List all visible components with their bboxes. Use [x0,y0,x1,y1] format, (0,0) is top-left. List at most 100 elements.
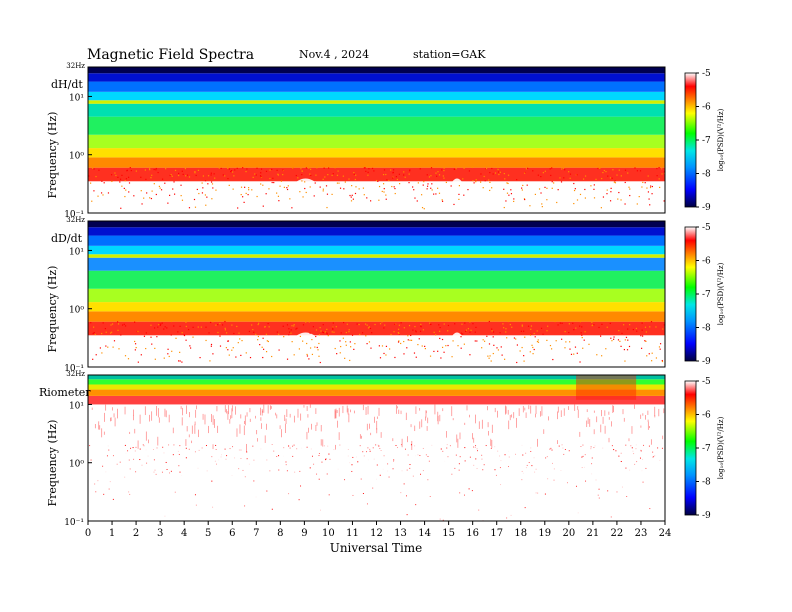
y-tick-label: 10⁻¹ [64,210,84,220]
noise-speck [593,188,595,190]
noise-speck [278,469,280,471]
noise-speck [95,175,97,178]
noise-speck [260,407,261,416]
noise-speck [179,445,181,447]
noise-speck [91,407,93,410]
y-tick-label: 10¹ [69,93,84,103]
noise-speck [607,490,609,492]
noise-speck [584,188,586,191]
noise-speck [414,425,416,432]
noise-speck [93,190,95,192]
noise-speck [110,324,112,326]
noise-speck [175,337,177,339]
noise-speck [446,444,448,446]
noise-speck [260,183,262,185]
noise-speck [150,336,152,338]
noise-speck [310,448,312,450]
noise-speck [246,458,248,460]
noise-speck [521,325,523,327]
noise-speck [90,459,92,461]
noise-speck [257,323,259,326]
noise-speck [349,194,351,197]
noise-speck [522,405,524,413]
noise-speck [584,175,587,177]
noise-speck [215,444,217,446]
noise-speck [157,171,159,174]
y-tick-label: 10⁰ [69,306,84,316]
noise-speck [613,449,615,451]
noise-speck [441,338,444,341]
noise-speck [602,196,605,198]
noise-speck [544,493,546,495]
noise-speck [366,343,368,345]
colorbar-tick-label: -5 [702,223,711,233]
noise-speck [431,444,433,446]
noise-speck [488,430,489,436]
noise-speck [463,167,465,169]
noise-speck [604,425,606,434]
noise-speck [180,195,182,197]
noise-speck [651,193,653,195]
noise-speck [354,178,356,181]
noise-speck [373,170,375,172]
noise-speck [349,341,351,343]
noise-speck [658,346,661,348]
noise-speck [400,342,402,345]
noise-speck [544,170,546,172]
noise-speck [374,416,375,423]
noise-speck [198,449,200,451]
noise-speck [456,434,458,443]
noise-speck [170,174,172,176]
noise-speck [185,325,187,328]
noise-speck [245,352,247,354]
noise-speck [450,185,452,187]
noise-speck [569,173,572,175]
noise-speck [212,415,214,425]
noise-speck [314,469,315,470]
colorbar-tick-label: -9 [702,511,711,521]
noise-speck [231,349,233,351]
noise-speck [251,324,253,326]
noise-speck [218,167,220,169]
noise-speck [534,193,536,196]
noise-speck [475,458,477,460]
noise-speck [153,459,155,461]
noise-speck [288,493,290,495]
noise-speck [438,174,441,176]
noise-speck [620,345,622,347]
noise-speck [271,508,273,510]
noise-speck [513,198,515,200]
x-tick-label: 12 [370,528,383,539]
noise-speck [145,449,147,451]
noise-speck [397,331,399,334]
noise-speck [427,183,429,185]
noise-speck [195,504,197,506]
noise-speck [374,323,376,326]
noise-speck [259,175,262,177]
noise-speck [111,323,114,325]
noise-speck [521,444,523,446]
noise-speck [167,202,169,204]
noise-speck [521,479,523,481]
noise-speck [524,336,526,338]
noise-speck [557,324,559,326]
noise-speck [522,454,524,456]
noise-speck [273,181,275,184]
noise-speck [108,488,110,490]
noise-speck [595,178,597,180]
noise-speck [91,200,93,202]
noise-speck [440,357,442,359]
spectrogram-band [88,375,665,380]
noise-speck [644,326,647,328]
noise-speck [383,191,385,193]
noise-speck [363,455,365,457]
noise-speck [407,436,408,443]
noise-speck [428,460,430,462]
y-tick-label: 10⁻¹ [64,364,84,374]
noise-speck [237,207,239,209]
noise-speck [439,414,441,422]
noise-speck [382,183,385,185]
noise-speck [492,331,495,333]
x-tick-label: 11 [346,528,359,539]
noise-speck [563,408,565,416]
